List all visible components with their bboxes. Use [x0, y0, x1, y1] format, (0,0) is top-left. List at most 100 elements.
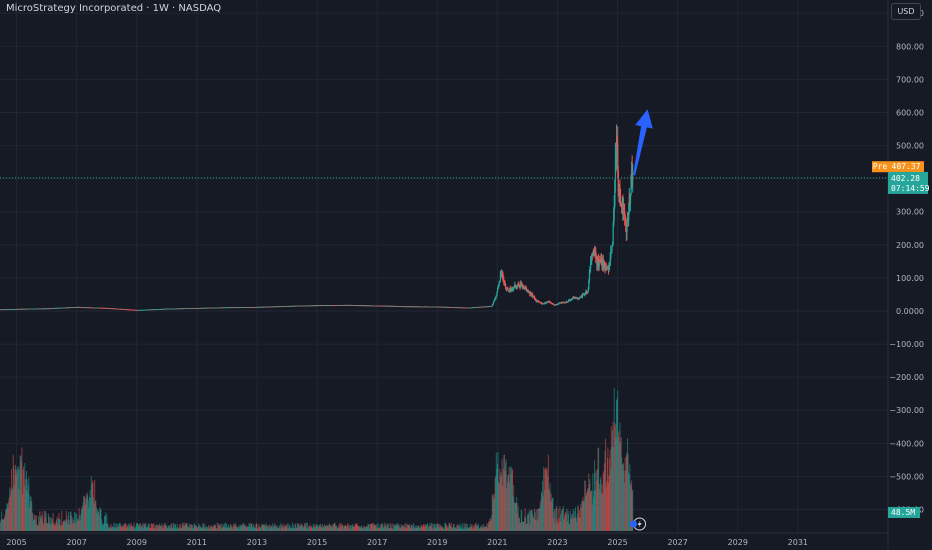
volume-bar — [174, 524, 176, 531]
volume-bar — [449, 522, 451, 531]
volume-bar — [527, 512, 529, 531]
volume-bar — [358, 526, 360, 531]
volume-bar — [190, 524, 192, 531]
volume-bar — [396, 526, 398, 531]
volume-bar — [628, 472, 630, 531]
candle-body — [617, 143, 619, 172]
volume-bar — [191, 524, 193, 531]
volume-bar — [142, 528, 144, 531]
volume-bar — [41, 519, 43, 531]
event-marker-icon[interactable] — [630, 520, 638, 528]
volume-bar — [209, 527, 211, 531]
volume-bar — [587, 489, 589, 531]
volume-bar — [222, 526, 224, 531]
volume-bar — [351, 526, 353, 531]
volume-bar — [213, 524, 215, 531]
volume-bar — [149, 523, 151, 531]
volume-bar — [434, 528, 436, 531]
volume-bar — [176, 523, 178, 531]
x-tick-label: 2029 — [728, 538, 748, 547]
volume-bar — [44, 518, 46, 531]
volume-bar — [431, 522, 433, 531]
volume-bar — [243, 525, 245, 531]
volume-bar — [260, 526, 262, 531]
volume-bar — [340, 527, 342, 531]
volume-bar — [97, 509, 99, 531]
volume-bar — [399, 524, 401, 531]
candle-body — [533, 296, 536, 299]
volume-bar — [124, 523, 126, 531]
volume-bar — [364, 526, 366, 531]
volume-bar — [578, 517, 580, 531]
volume-bar — [357, 526, 359, 531]
volume-bar — [101, 523, 103, 531]
x-tick-label: 2015 — [307, 538, 327, 547]
volume-bar — [280, 523, 282, 531]
volume-bar — [513, 502, 515, 531]
volume-bar — [147, 523, 149, 531]
volume-bar — [36, 525, 38, 531]
volume-bar — [493, 493, 495, 531]
volume-bar — [95, 500, 97, 531]
volume-bar — [0, 522, 1, 531]
volume-bar — [559, 506, 561, 531]
volume-bar — [477, 523, 479, 531]
volume-bar — [79, 519, 81, 531]
volume-bar — [31, 501, 33, 531]
volume-bar — [301, 524, 303, 531]
volume-bar — [38, 522, 40, 531]
volume-bar — [460, 525, 462, 531]
trend-arrow-annotation[interactable] — [633, 109, 653, 176]
currency-button[interactable]: USD — [891, 3, 921, 20]
volume-bar — [82, 502, 84, 531]
volume-bar — [412, 524, 414, 531]
volume-bar — [172, 523, 174, 531]
volume-bar — [517, 506, 519, 531]
volume-bar — [408, 525, 410, 531]
volume-bar — [223, 524, 225, 531]
volume-bar — [321, 524, 323, 531]
volume-bar — [332, 524, 334, 531]
volume-bar — [276, 524, 278, 531]
volume-bar — [158, 523, 160, 531]
volume-bar — [410, 524, 412, 531]
volume-bar — [397, 523, 399, 531]
volume-bar — [383, 522, 385, 531]
volume-bar — [86, 492, 88, 531]
volume-bar — [182, 522, 184, 531]
volume-bar — [503, 454, 505, 531]
volume-bar — [258, 523, 260, 531]
volume-bar — [618, 431, 620, 531]
volume-bar — [34, 514, 36, 531]
volume-bar — [247, 526, 249, 531]
volume-bar — [0, 519, 2, 531]
volume-bar — [359, 527, 361, 531]
volume-bar — [145, 523, 147, 531]
volume-bar — [8, 501, 10, 531]
volume-bar — [430, 524, 432, 531]
volume-bar — [499, 469, 501, 531]
volume-bar — [497, 452, 499, 531]
volume-bar — [4, 517, 6, 531]
volume-bar — [281, 525, 283, 531]
volume-bar — [291, 527, 293, 531]
volume-bar — [496, 468, 498, 531]
volume-bar — [179, 527, 181, 531]
volume-bar — [168, 525, 170, 531]
volume-bar — [610, 468, 612, 531]
volume-bar — [383, 527, 385, 531]
volume-bar — [350, 525, 352, 531]
volume-bar — [123, 525, 125, 531]
volume-bar — [5, 509, 7, 531]
volume-bar — [96, 513, 98, 531]
volume-bar — [506, 481, 508, 531]
volume-bar — [547, 476, 549, 531]
volume-bar — [3, 519, 5, 531]
volume-bar — [566, 521, 568, 531]
volume-bar — [180, 523, 182, 531]
volume-bar — [447, 527, 449, 531]
volume-bar — [302, 526, 304, 531]
volume-bar — [291, 522, 293, 531]
volume-bar — [370, 524, 372, 531]
